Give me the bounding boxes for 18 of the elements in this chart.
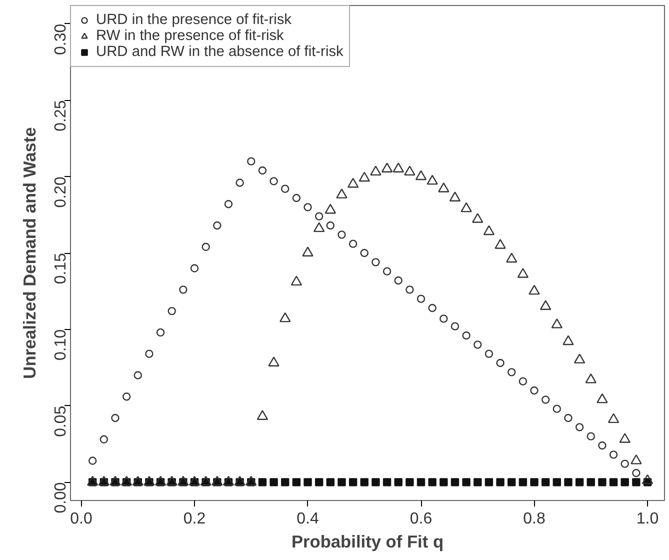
x-tick-label: 0.6 [410, 510, 432, 528]
x-tick-label: 1.0 [636, 510, 659, 528]
y-tick-label: 0.30 [52, 24, 70, 55]
y-tick-label: 0.20 [52, 176, 70, 208]
y-tick-label: 0.05 [52, 406, 70, 437]
legend-label: URD and RW in the absence of fit-risk [96, 44, 344, 60]
x-axis-title: Probability of Fit q [291, 532, 444, 552]
x-tick-label: 0.2 [183, 510, 206, 528]
x-tick-label: 0.0 [70, 510, 92, 528]
x-tick-label: 0.4 [296, 510, 319, 528]
y-tick-label: 0.15 [52, 252, 70, 284]
x-tick-label: 0.8 [523, 510, 546, 528]
y-tick-label: 0.00 [52, 482, 70, 514]
legend-label: RW in the presence of fit-risk [96, 28, 284, 44]
legend-label: URD in the presence of fit-risk [96, 12, 292, 28]
y-axis-title: Unrealized Demand and Waste [20, 126, 40, 379]
y-tick-label: 0.10 [52, 329, 70, 361]
y-tick-label: 0.25 [52, 100, 70, 132]
